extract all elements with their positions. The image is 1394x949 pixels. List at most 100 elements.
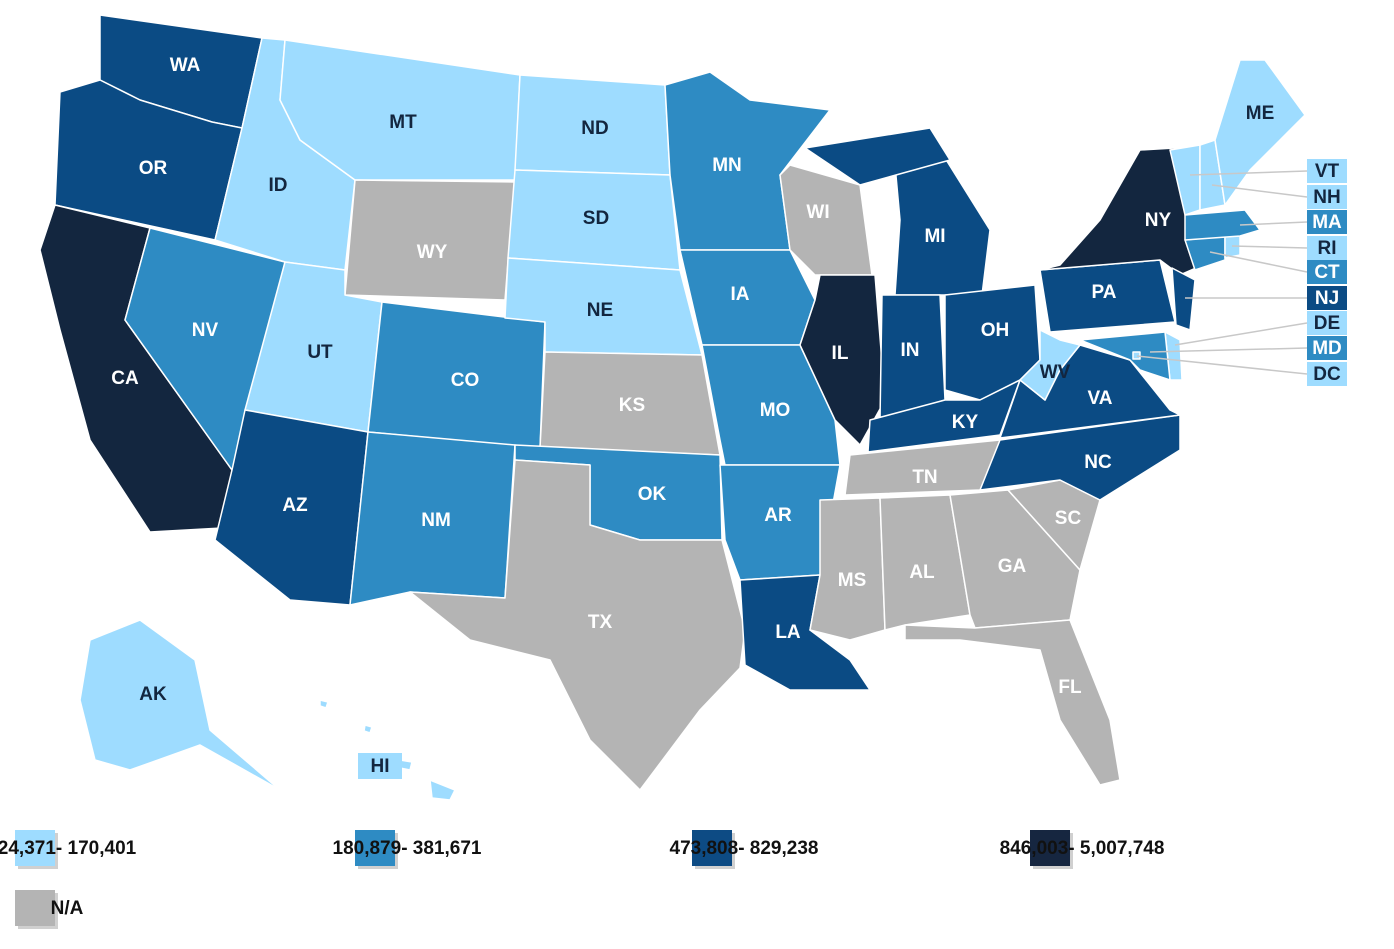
state: [799, 274, 886, 446]
state: [79, 619, 281, 791]
state-label: AR: [764, 505, 792, 526]
state: [429, 779, 456, 801]
state-label: RI: [1318, 238, 1337, 259]
legend-label: 846,003- 5,007,748: [1000, 838, 1165, 859]
state: [1224, 235, 1241, 259]
state-label: AZ: [282, 495, 308, 516]
callout-line: [1136, 355, 1308, 375]
state-label: AK: [139, 684, 167, 705]
state: [1019, 329, 1081, 401]
state-label: IA: [731, 284, 750, 305]
legend-label: 24,371- 170,401: [0, 838, 137, 859]
state: [804, 127, 951, 186]
state-label: GA: [998, 556, 1027, 577]
state-label: HI: [371, 756, 390, 777]
state: [904, 619, 1121, 786]
state-label: FL: [1058, 677, 1082, 698]
legend: 24,371- 170,401 180,879- 381,671 473,808- …: [0, 830, 1164, 926]
callout-line: [1174, 322, 1308, 346]
callout-box: [1307, 286, 1347, 310]
state-label: OK: [638, 484, 667, 505]
callout-box: [1307, 210, 1347, 234]
state-label: AL: [909, 562, 935, 583]
legend-label: 473,808- 829,238: [670, 838, 819, 859]
state-label: MO: [760, 400, 791, 421]
state-label: PA: [1092, 282, 1117, 303]
callout-box: [1307, 159, 1347, 183]
state-label: UT: [307, 342, 333, 363]
state: [1171, 267, 1196, 331]
state: [344, 179, 516, 301]
state: [1184, 209, 1261, 241]
state-label: DE: [1314, 313, 1340, 334]
callout-box: [358, 753, 402, 779]
state-label: TX: [588, 612, 613, 633]
state-label: MI: [924, 226, 945, 247]
callout-line: [1231, 245, 1308, 249]
state: [409, 459, 746, 791]
state-label: CT: [1314, 262, 1340, 283]
state-label: NJ: [1315, 288, 1339, 309]
callout-box: [1307, 185, 1347, 209]
legend-swatch: [15, 830, 55, 866]
state-label: NE: [587, 300, 613, 321]
callout-line: [1239, 221, 1308, 226]
state-label: VA: [1088, 388, 1113, 409]
state-label: MD: [1312, 338, 1342, 359]
state-label: DC: [1313, 364, 1341, 385]
state-label: NY: [1145, 210, 1172, 231]
state: [979, 414, 1181, 501]
state-label: MA: [1312, 212, 1342, 233]
state-label: CO: [451, 370, 480, 391]
state-label: WA: [170, 55, 201, 76]
state: [1214, 59, 1306, 206]
state: [319, 699, 329, 709]
state-label: NM: [421, 510, 451, 531]
state-label: ND: [581, 118, 608, 139]
state-label: WI: [806, 202, 829, 223]
state: [1079, 331, 1171, 381]
state-label: NV: [192, 320, 219, 341]
legend-swatch: [692, 830, 732, 866]
state: [363, 724, 373, 734]
state-label: IN: [901, 340, 920, 361]
state: [809, 497, 886, 641]
state-label: WY: [417, 242, 448, 263]
callout-box: [1307, 311, 1347, 335]
state-label: NC: [1084, 452, 1112, 473]
state: [879, 494, 971, 631]
callout-line: [1209, 251, 1308, 273]
legend-swatch: [355, 830, 395, 866]
state-label: SD: [583, 208, 609, 229]
state-label: OR: [139, 158, 168, 179]
state-label: TN: [912, 467, 937, 488]
callout-line: [1189, 170, 1308, 176]
callout-line: [1211, 184, 1308, 198]
state-label: VT: [1315, 161, 1340, 182]
legend-swatch: [15, 890, 55, 926]
callout-box: [1307, 260, 1347, 284]
callout-box: [1307, 336, 1347, 360]
states: [39, 14, 1306, 801]
state-label: LA: [775, 622, 801, 643]
state-label: ME: [1246, 103, 1275, 124]
state-label: OH: [981, 320, 1010, 341]
state-label: MT: [389, 112, 417, 133]
state-label: KS: [619, 395, 645, 416]
state-label: SC: [1055, 508, 1082, 529]
state-label: CA: [111, 368, 139, 389]
legend-swatch: [1030, 830, 1070, 866]
state-label: KY: [952, 412, 979, 433]
callout-box: [1307, 362, 1347, 386]
callout-box: [1307, 236, 1347, 260]
legend-label: N/A: [51, 898, 84, 919]
state: [1132, 351, 1141, 360]
state-label: MS: [838, 570, 867, 591]
state-label: NH: [1313, 187, 1340, 208]
legend-label: 180,879- 381,671: [333, 838, 482, 859]
state-label: MN: [712, 155, 742, 176]
callout-line: [1149, 347, 1308, 353]
state-label: ID: [269, 175, 288, 196]
state-labels: WA OR CA NV ID MT WY UT CO AZ NM ND SD NE KS OK TX MN IA MO…: [111, 55, 1342, 777]
